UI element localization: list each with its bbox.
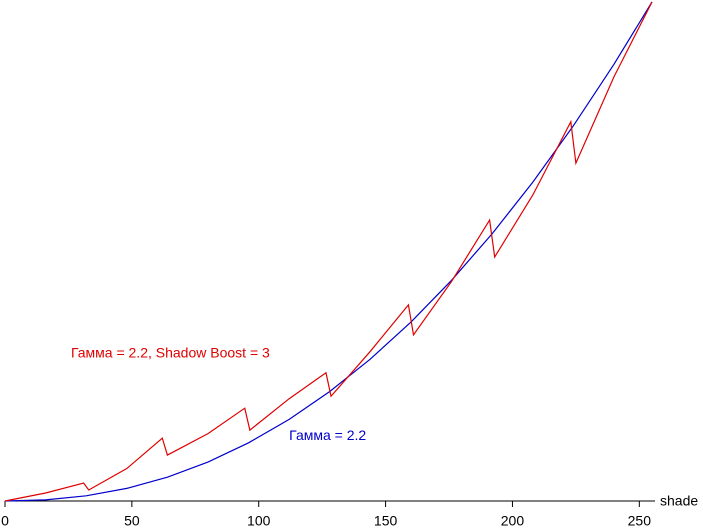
annotation: Гамма = 2.2, Shadow Boost = 3 (71, 344, 270, 360)
x-tick-label: 200 (501, 513, 525, 529)
x-tick-label: 150 (374, 513, 398, 529)
x-tick-label: 50 (124, 513, 140, 529)
annotation: Гамма = 2.2 (289, 427, 366, 443)
x-tick-label: 0 (1, 513, 9, 529)
x-tick-label: 250 (628, 513, 652, 529)
x-tick-label: 100 (247, 513, 271, 529)
series-line (4, 1, 653, 502)
x-axis-label: shade (660, 493, 698, 509)
